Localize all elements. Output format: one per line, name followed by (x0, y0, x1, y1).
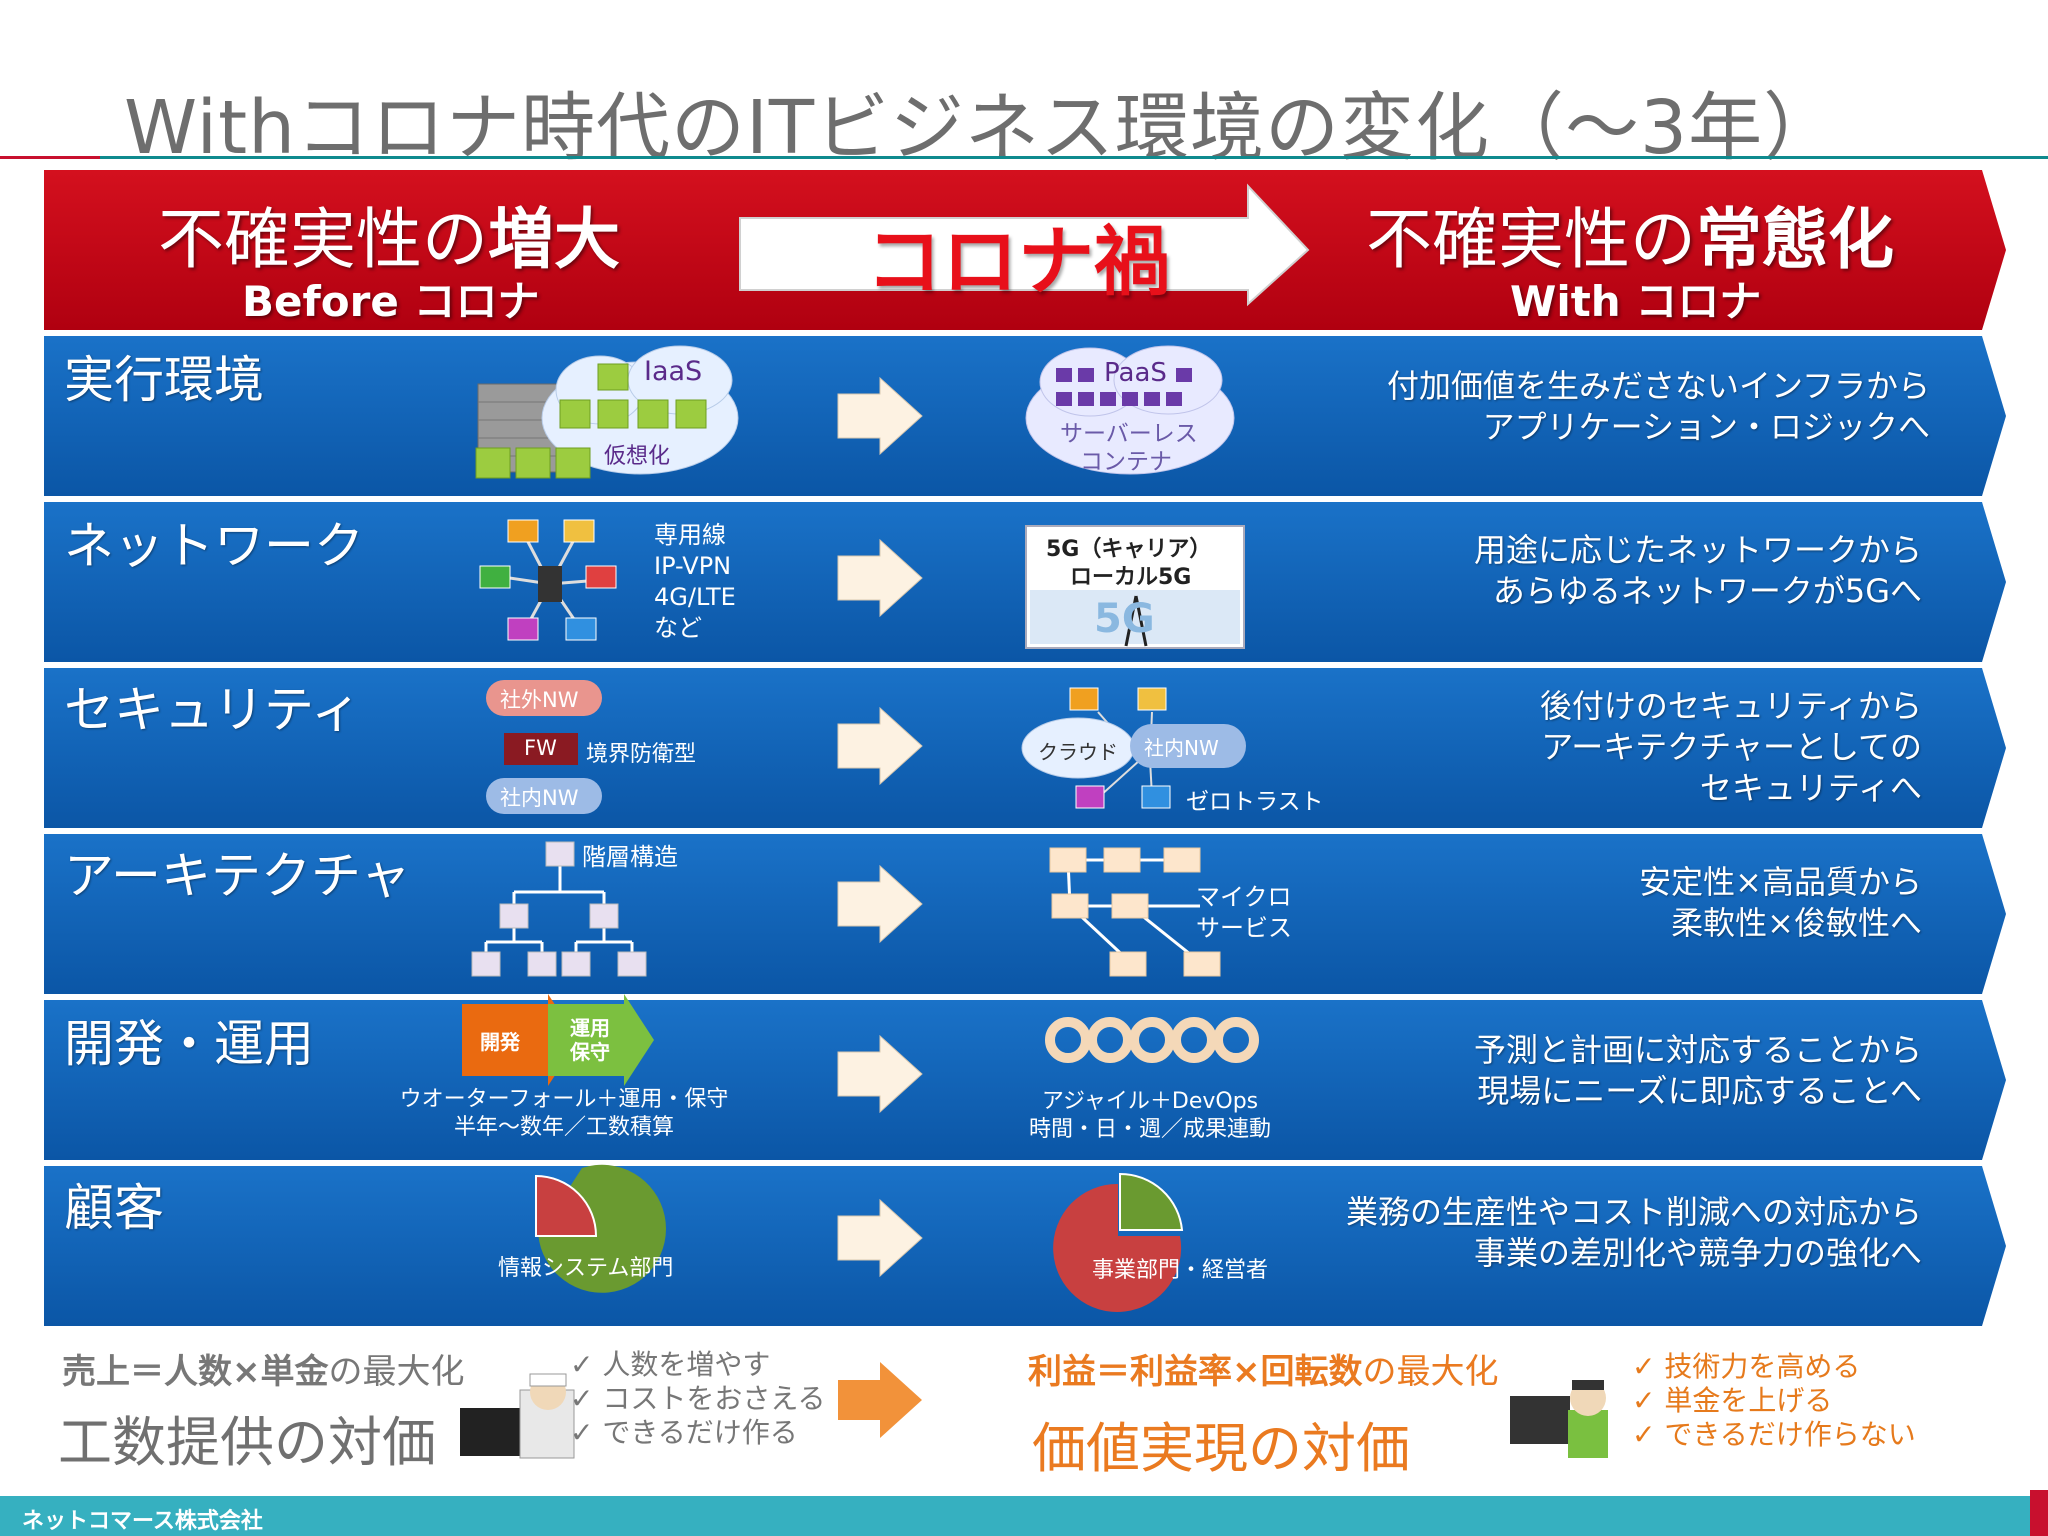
row-label: 実行環境 (64, 351, 264, 409)
row-arrow-1 (837, 376, 923, 456)
info-systems-label: 情報システム部門 (498, 1256, 674, 1281)
ops-arrow (548, 994, 654, 1086)
worker-pc-icon-right (1510, 1380, 1608, 1458)
zero-trust-diagram (1021, 687, 1246, 809)
5g-antenna-image (1025, 525, 1245, 649)
microservices-icon (1049, 847, 1221, 977)
row-arrow-4 (837, 864, 923, 944)
header-after-sub: With コロナ (1510, 277, 1762, 326)
row-label: ネットワーク (64, 517, 364, 575)
left-formula: 売上＝人数×単金の最大化 (62, 1352, 465, 1392)
row-label: セキュリティ (64, 681, 361, 739)
row-description: 用途に応じたネットワークから あらゆるネットワークが5Gへ (1473, 531, 1922, 610)
left-checklist: ✓ 人数を増やす ✓ コストをおさえる ✓ できるだけ作る (570, 1348, 826, 1449)
row-description: 業務の生産性やコスト削減への対応から 事業の差別化や競争力の強化へ (1345, 1193, 1922, 1272)
row-description: 後付けのセキュリティから アーキテクチャーとしての セキュリティへ (1539, 687, 1922, 807)
company-name: ネットコマース株式会社 (22, 1509, 263, 1534)
pie-chart-after (1053, 1172, 1184, 1312)
row-description: 付加価値を生みださないインフラから アプリケーション・ロジックへ (1386, 367, 1930, 446)
serverless-label: サーバーレス (1060, 421, 1198, 447)
inner-nw-pill (486, 778, 602, 814)
agile-cycles-icon (1045, 1017, 1259, 1063)
fw-label: FW (524, 736, 557, 760)
worker-pc-icon-left (460, 1373, 575, 1459)
footer-bar (0, 1496, 2048, 1536)
bottom-orange-arrow (838, 1362, 922, 1438)
business-dept-label: 事業部門・経営者 (1092, 1258, 1269, 1283)
row-arrow-6 (837, 1198, 923, 1278)
right-value-label: 価値実現の対価 (1032, 1417, 1410, 1480)
header-before-title: 不確実性の増大 (158, 201, 620, 278)
5g-logo: 5G (1094, 596, 1155, 642)
zero-trust-label: ゼロトラスト (1186, 789, 1324, 815)
cloud-label: クラウド (1038, 740, 1118, 764)
outer-nw-pill (486, 680, 602, 716)
waterfall-caption: ウオーターフォール＋運用・保守 半年〜数年／工数積算 (399, 1087, 729, 1140)
perimeter-defense-label: 境界防衛型 (586, 742, 697, 767)
network-topology-icon (479, 519, 617, 641)
ops-label: 運用 保守 (570, 1016, 610, 1064)
hierarchy-label: 階層構造 (582, 843, 678, 871)
vm-blocks-icon (475, 363, 707, 479)
header-before-sub: Before コロナ (242, 277, 540, 326)
5g-label: 5G（キャリア） ローカル5G (1046, 537, 1212, 590)
row-label: 開発・運用 (64, 1015, 314, 1073)
dev-label: 開発 (480, 1030, 520, 1054)
after-inner-nw-label: 社内NW (1144, 736, 1219, 760)
title-divider-accent (0, 156, 100, 159)
footer-accent (2030, 1490, 2048, 1536)
hierarchy-tree-icon (471, 841, 647, 977)
pie-chart-before (535, 1164, 666, 1293)
row-label: アーキテクチャ (64, 847, 411, 905)
row-arrow-3 (837, 706, 923, 786)
left-value-label: 工数提供の対価 (58, 1411, 436, 1474)
paas-label: PaaS (1104, 358, 1167, 388)
fw-box (504, 733, 578, 765)
container-blocks-icon (1056, 368, 1192, 406)
corona-white-arrow (739, 183, 1310, 307)
header-corona-label: コロナ禍 (866, 217, 1170, 306)
container-label: コンテナ (1080, 449, 1172, 475)
row-description: 予測と計画に対応することから 現場にニーズに即応することへ (1473, 1031, 1922, 1110)
row-label: 顧客 (64, 1179, 164, 1237)
iaas-label: IaaS (644, 356, 703, 387)
right-checklist: ✓ 技術力を高める ✓ 単金を上げる ✓ できるだけ作らない (1632, 1350, 1916, 1451)
row-description: 安定性×高品質から 柔軟性×俊敏性へ (1639, 863, 1922, 942)
inner-nw-label: 社内NW (500, 786, 579, 810)
title-divider (0, 156, 2048, 159)
row-chevron-6 (44, 1166, 2006, 1326)
right-formula: 利益＝利益率×回転数の最大化 (1028, 1352, 1499, 1392)
header-after-title: 不確実性の常態化 (1366, 201, 1894, 278)
agile-caption: アジャイル＋DevOps 時間・日・週／成果連動 (1028, 1089, 1271, 1142)
outer-nw-label: 社外NW (500, 688, 579, 712)
network-types-list: 専用線 IP-VPN 4G/LTE など (654, 521, 736, 642)
row-arrow-5 (837, 1034, 923, 1114)
virtualization-label: 仮想化 (604, 444, 671, 469)
microservice-label: マイクロ サービス (1196, 883, 1292, 942)
row-arrow-2 (837, 538, 923, 618)
